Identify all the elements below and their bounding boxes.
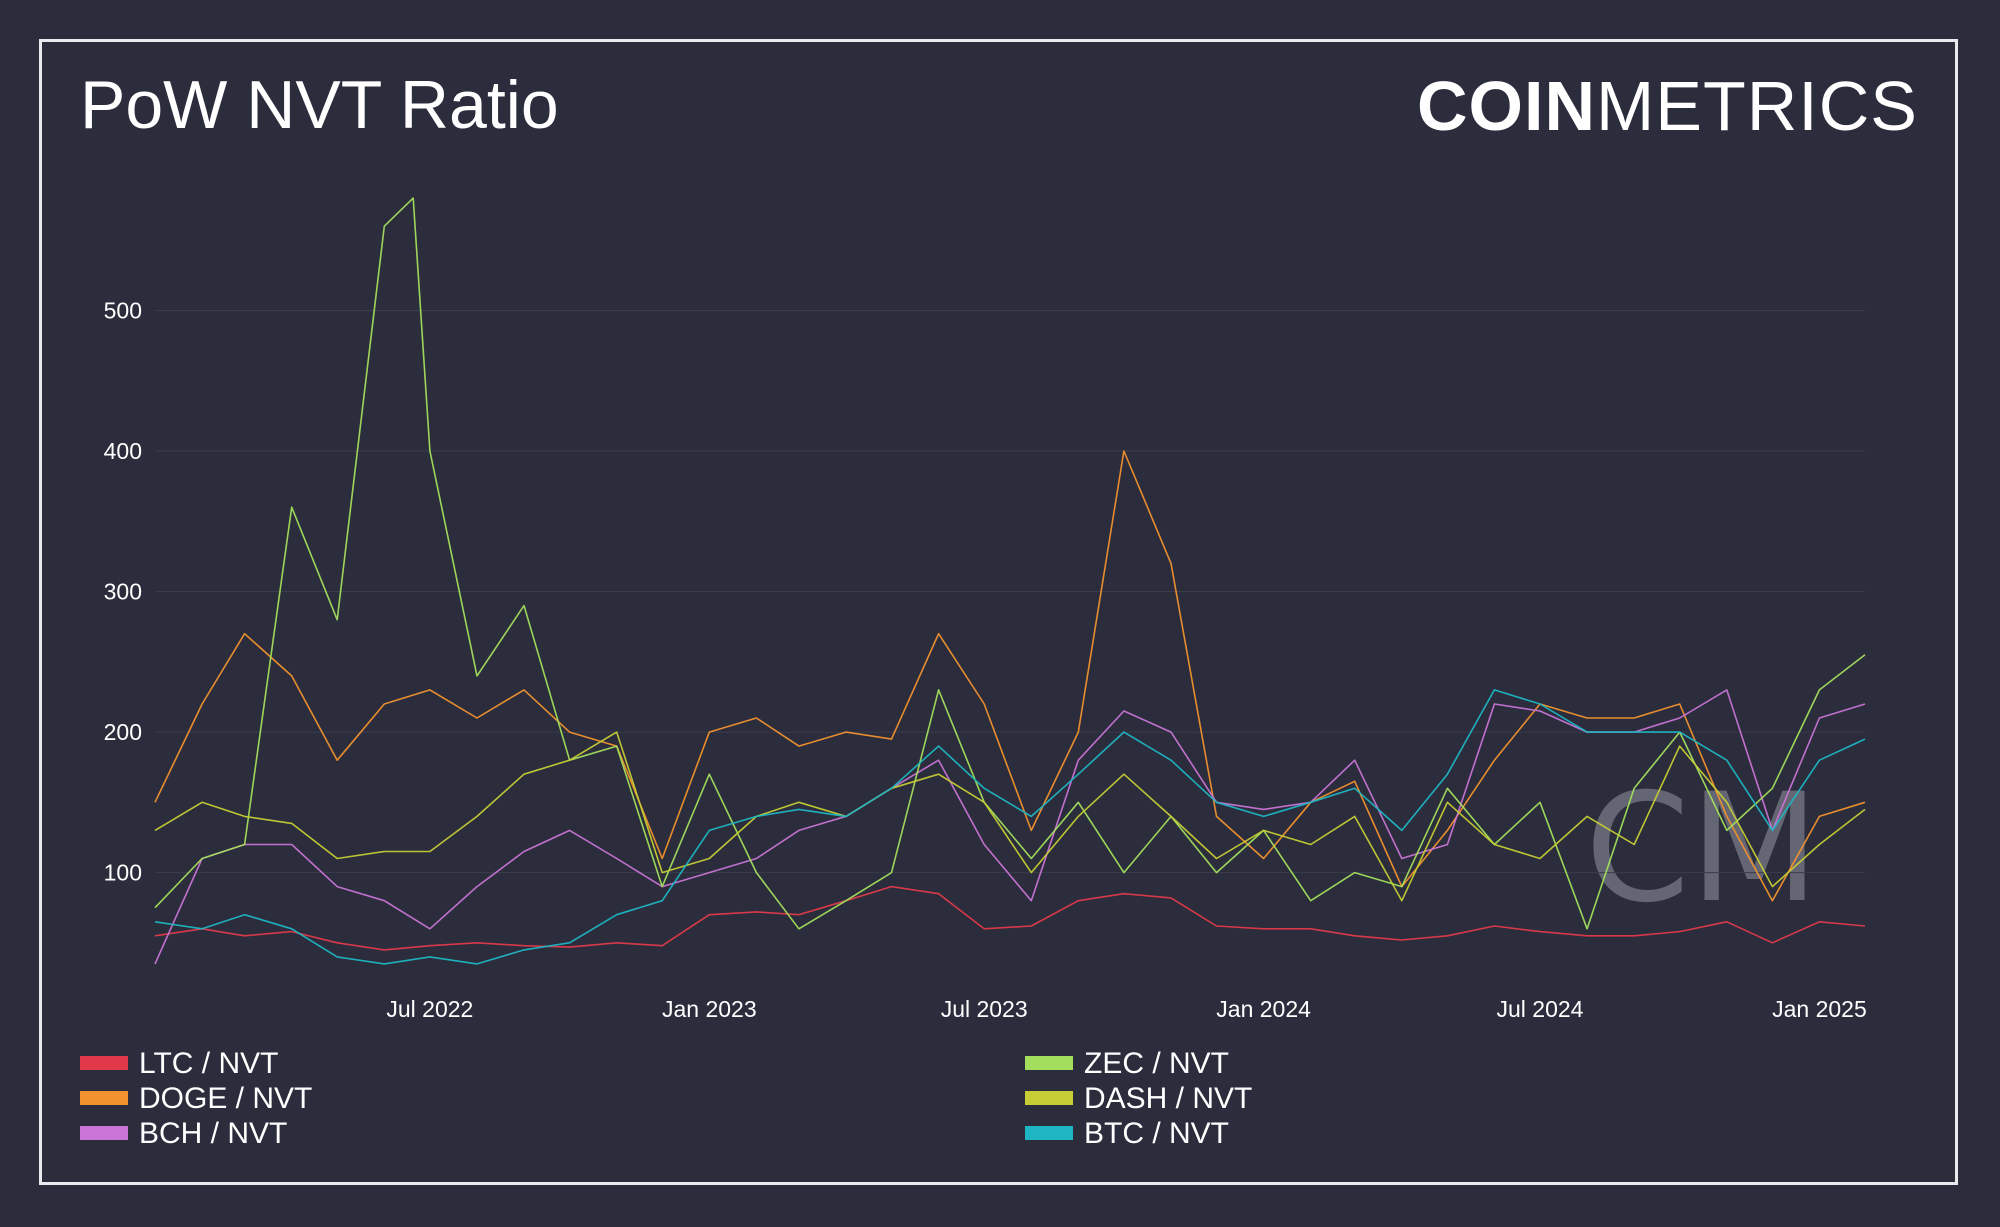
x-axis: Jul 2022 Jan 2023 Jul 2023 Jan 2024 Jul 2024… — [386, 996, 1866, 1022]
legend-label-zec: ZEC / NVT — [1084, 1047, 1229, 1080]
logo-bold-text: COIN — [1417, 67, 1596, 145]
x-tick-label: Jan 2023 — [662, 996, 757, 1022]
legend-label-doge: DOGE / NVT — [139, 1082, 312, 1115]
series-line-ltc — [154, 885, 1866, 951]
x-tick-label: Jan 2025 — [1772, 996, 1867, 1022]
x-tick-label: Jul 2022 — [386, 996, 473, 1022]
legend-swatch-dash — [1025, 1091, 1073, 1105]
logo-light-text: METRICS — [1596, 67, 1918, 145]
y-tick-label: 100 — [104, 860, 142, 886]
legend-swatch-bch — [80, 1126, 128, 1140]
x-tick-label: Jan 2024 — [1216, 996, 1311, 1022]
series-line-doge — [154, 450, 1866, 902]
series-line-btc — [154, 689, 1866, 965]
legend-label-dash: DASH / NVT — [1084, 1082, 1252, 1115]
legend-swatch-zec — [1025, 1056, 1073, 1070]
chart-frame — [39, 39, 1958, 1185]
y-tick-label: 500 — [104, 298, 142, 324]
page-title: PoW NVT Ratio — [80, 67, 559, 143]
y-axis: 100 200 300 400 500 — [104, 298, 142, 886]
legend-swatch-btc — [1025, 1126, 1073, 1140]
x-tick-label: Jul 2024 — [1497, 996, 1584, 1022]
legend-label-bch: BCH / NVT — [139, 1117, 287, 1150]
legend-label-btc: BTC / NVT — [1084, 1117, 1229, 1150]
legend-swatch-doge — [80, 1091, 128, 1105]
y-tick-label: 200 — [104, 719, 142, 745]
legend-swatch-ltc — [80, 1056, 128, 1070]
series-line-dash — [154, 731, 1866, 902]
series-line-bch — [154, 689, 1866, 965]
y-tick-label: 300 — [104, 579, 142, 605]
cm-watermark: CM — [1585, 762, 1819, 936]
y-tick-label: 400 — [104, 438, 142, 464]
grid-lines — [155, 310, 1865, 874]
x-tick-label: Jul 2023 — [941, 996, 1028, 1022]
legend-label-ltc: LTC / NVT — [139, 1047, 278, 1080]
series-layer — [154, 197, 1866, 965]
coinmetrics-logo: COINMETRICS — [1417, 66, 1918, 146]
